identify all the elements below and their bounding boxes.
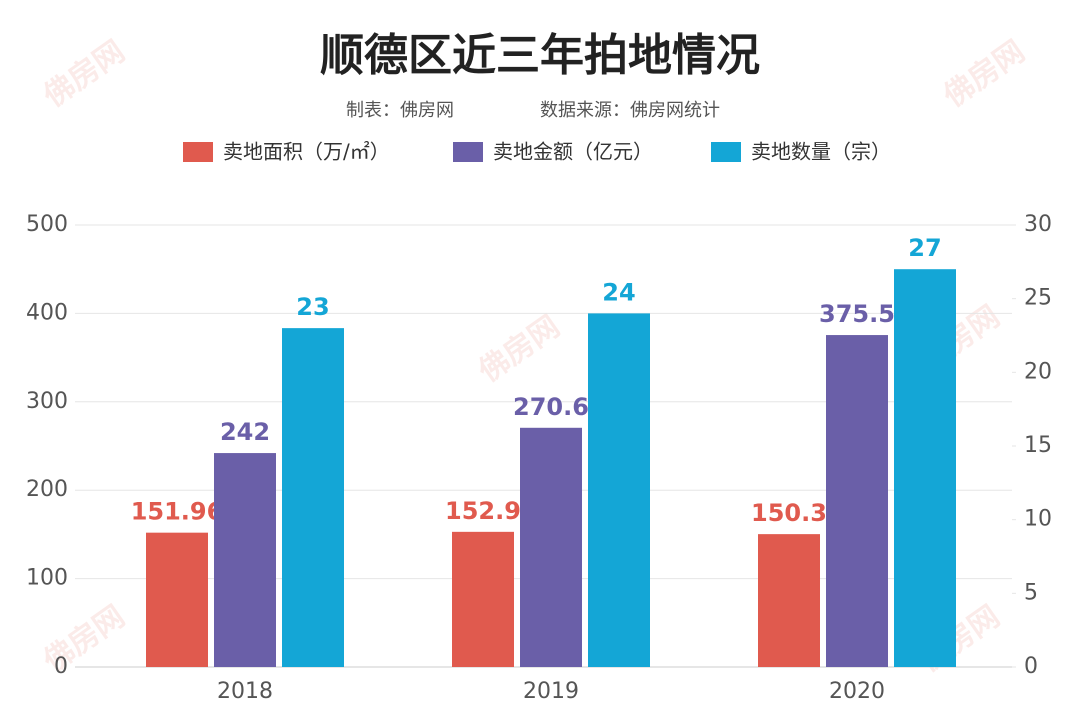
- value-label: 27: [908, 234, 941, 262]
- x-tick-label: 2020: [829, 679, 885, 704]
- y2-tick-label: 15: [1024, 433, 1052, 458]
- y-tick-label: 400: [26, 300, 68, 325]
- value-label: 270.6: [513, 393, 589, 421]
- legend-label: 卖地金额（亿元）: [493, 140, 653, 164]
- value-label: 24: [602, 278, 635, 306]
- y2-tick-label: 20: [1024, 359, 1052, 384]
- legend-label: 卖地数量（宗）: [751, 140, 891, 164]
- bar: [520, 427, 582, 667]
- value-label: 242: [220, 418, 270, 446]
- y-tick-label: 0: [54, 654, 68, 679]
- chart-source: 数据来源：佛房网统计: [540, 100, 720, 121]
- y-tick-label: 500: [26, 212, 68, 237]
- value-label: 23: [296, 293, 329, 321]
- bar: [452, 531, 514, 667]
- y2-tick-label: 10: [1024, 507, 1052, 532]
- bar: [758, 534, 820, 667]
- chart-title: 顺德区近三年拍地情况: [320, 30, 760, 81]
- y-tick-label: 100: [26, 566, 68, 591]
- y-tick-label: 200: [26, 477, 68, 502]
- legend-swatch: [183, 142, 213, 162]
- bar: [282, 328, 344, 667]
- bar: [826, 335, 888, 667]
- legend-swatch: [711, 142, 741, 162]
- value-label: 152.9: [445, 497, 521, 525]
- y2-tick-label: 0: [1024, 654, 1038, 679]
- y2-tick-label: 5: [1024, 580, 1038, 605]
- chart-subtitle: 制表：佛房网: [346, 100, 454, 121]
- bar: [588, 313, 650, 667]
- legend-label: 卖地面积（万/㎡）: [223, 140, 390, 164]
- value-label: 150.3: [751, 499, 827, 527]
- bar: [146, 532, 208, 667]
- value-label: 375.5: [819, 300, 895, 328]
- y2-tick-label: 25: [1024, 286, 1052, 311]
- bar: [894, 269, 956, 667]
- value-label: 151.96: [131, 498, 224, 526]
- x-tick-label: 2019: [523, 679, 579, 704]
- legend-swatch: [453, 142, 483, 162]
- bar: [214, 453, 276, 667]
- x-tick-label: 2018: [217, 679, 273, 704]
- y2-tick-label: 30: [1024, 212, 1052, 237]
- y-tick-label: 300: [26, 389, 68, 414]
